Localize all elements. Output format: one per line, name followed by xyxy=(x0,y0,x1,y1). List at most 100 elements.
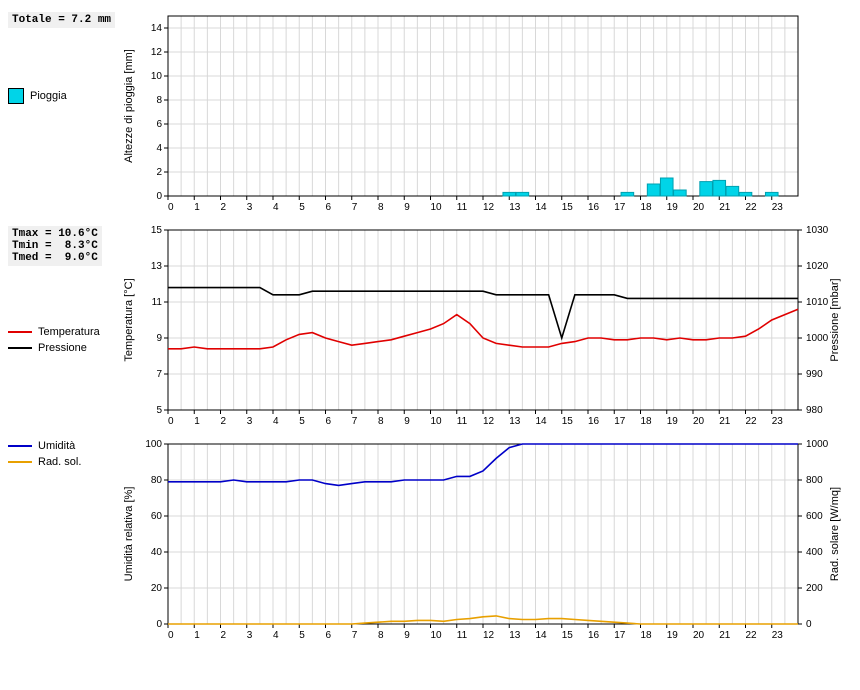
legend-label: Rad. sol. xyxy=(38,456,81,468)
svg-text:11: 11 xyxy=(457,416,468,427)
legend-line-swatch xyxy=(8,331,32,333)
svg-text:21: 21 xyxy=(719,630,731,641)
svg-text:0: 0 xyxy=(156,619,162,630)
svg-text:14: 14 xyxy=(151,23,163,34)
info-box: Totale = 7.2 mm xyxy=(8,12,115,28)
svg-text:16: 16 xyxy=(588,416,600,427)
svg-text:18: 18 xyxy=(641,202,653,213)
svg-text:10: 10 xyxy=(431,416,443,427)
svg-text:9: 9 xyxy=(404,630,410,641)
legend-item: Pressione xyxy=(8,342,118,354)
svg-text:16: 16 xyxy=(588,630,600,641)
svg-text:20: 20 xyxy=(693,630,705,641)
svg-text:800: 800 xyxy=(806,475,823,486)
svg-text:0: 0 xyxy=(806,619,812,630)
rain-bar xyxy=(647,184,660,196)
svg-text:2: 2 xyxy=(221,416,227,427)
info-box: Tmax = 10.6°C Tmin = 8.3°C Tmed = 9.0°C xyxy=(8,226,102,266)
svg-text:18: 18 xyxy=(641,630,653,641)
rain-chart: 0123456789101112131415161718192021222302… xyxy=(118,8,848,218)
svg-text:60: 60 xyxy=(151,511,163,522)
svg-text:21: 21 xyxy=(719,416,731,427)
svg-text:5: 5 xyxy=(299,202,305,213)
svg-text:200: 200 xyxy=(806,583,823,594)
svg-text:100: 100 xyxy=(145,439,162,450)
svg-text:2: 2 xyxy=(221,630,227,641)
svg-text:40: 40 xyxy=(151,547,163,558)
svg-text:3: 3 xyxy=(247,630,253,641)
legend-label: Pressione xyxy=(38,342,87,354)
svg-text:1000: 1000 xyxy=(806,439,829,450)
legend-line-swatch xyxy=(8,461,32,463)
svg-text:11: 11 xyxy=(457,630,468,641)
svg-text:Altezze di pioggia [mm]: Altezze di pioggia [mm] xyxy=(123,49,135,163)
svg-text:10: 10 xyxy=(151,71,163,82)
chart-area: 0123456789101112131415161718192021222302… xyxy=(118,436,852,646)
svg-text:23: 23 xyxy=(772,416,784,427)
svg-text:3: 3 xyxy=(247,202,253,213)
legend-item: Pioggia xyxy=(8,88,118,104)
svg-text:4: 4 xyxy=(273,630,279,641)
svg-text:980: 980 xyxy=(806,405,823,416)
svg-text:22: 22 xyxy=(746,416,758,427)
svg-text:4: 4 xyxy=(156,143,162,154)
legend-label: Pioggia xyxy=(30,90,67,102)
svg-text:20: 20 xyxy=(693,202,705,213)
svg-text:9: 9 xyxy=(404,202,410,213)
svg-text:1020: 1020 xyxy=(806,261,829,272)
svg-text:6: 6 xyxy=(326,202,332,213)
svg-text:80: 80 xyxy=(151,475,163,486)
svg-text:11: 11 xyxy=(457,202,468,213)
humidity-rad-chart: 0123456789101112131415161718192021222302… xyxy=(118,436,848,646)
legend-swatch xyxy=(8,88,24,104)
legend-column: Tmax = 10.6°C Tmin = 8.3°C Tmed = 9.0°C T… xyxy=(8,222,118,432)
svg-text:11: 11 xyxy=(152,297,163,308)
rain-bar xyxy=(700,182,713,196)
svg-text:1010: 1010 xyxy=(806,297,829,308)
chart-area: 0123456789101112131415161718192021222357… xyxy=(118,222,852,432)
svg-text:19: 19 xyxy=(667,630,679,641)
svg-text:4: 4 xyxy=(273,202,279,213)
svg-text:23: 23 xyxy=(772,630,784,641)
rain-bar xyxy=(739,192,752,196)
svg-text:3: 3 xyxy=(247,416,253,427)
svg-text:15: 15 xyxy=(562,202,574,213)
svg-text:22: 22 xyxy=(746,202,758,213)
legend-item: Temperatura xyxy=(8,326,118,338)
rain-bar xyxy=(503,192,516,196)
svg-text:20: 20 xyxy=(151,583,163,594)
svg-text:23: 23 xyxy=(772,202,784,213)
rain-bar xyxy=(660,178,673,196)
svg-text:21: 21 xyxy=(719,202,731,213)
legend-line-swatch xyxy=(8,347,32,349)
svg-text:Pressione [mbar]: Pressione [mbar] xyxy=(829,278,841,361)
svg-text:15: 15 xyxy=(562,416,574,427)
svg-text:2: 2 xyxy=(156,167,162,178)
panel-humidity-rad: UmiditàRad. sol.012345678910111213141516… xyxy=(8,436,852,646)
svg-text:0: 0 xyxy=(168,416,174,427)
svg-text:5: 5 xyxy=(299,416,305,427)
svg-text:10: 10 xyxy=(431,202,443,213)
rain-bar xyxy=(621,192,634,196)
legend-item: Rad. sol. xyxy=(8,456,118,468)
svg-text:1: 1 xyxy=(194,416,200,427)
svg-text:1: 1 xyxy=(194,202,200,213)
svg-text:15: 15 xyxy=(151,225,163,236)
svg-text:9: 9 xyxy=(156,333,162,344)
svg-text:17: 17 xyxy=(614,630,626,641)
svg-text:7: 7 xyxy=(156,369,162,380)
legend-label: Umidità xyxy=(38,440,75,452)
svg-text:13: 13 xyxy=(509,202,521,213)
svg-text:1030: 1030 xyxy=(806,225,829,236)
svg-text:1000: 1000 xyxy=(806,333,829,344)
svg-text:17: 17 xyxy=(614,202,626,213)
svg-text:6: 6 xyxy=(326,630,332,641)
svg-text:4: 4 xyxy=(273,416,279,427)
svg-text:990: 990 xyxy=(806,369,823,380)
svg-text:14: 14 xyxy=(536,202,548,213)
svg-text:2: 2 xyxy=(221,202,227,213)
svg-text:600: 600 xyxy=(806,511,823,522)
svg-text:15: 15 xyxy=(562,630,574,641)
svg-text:6: 6 xyxy=(326,416,332,427)
svg-text:5: 5 xyxy=(156,405,162,416)
